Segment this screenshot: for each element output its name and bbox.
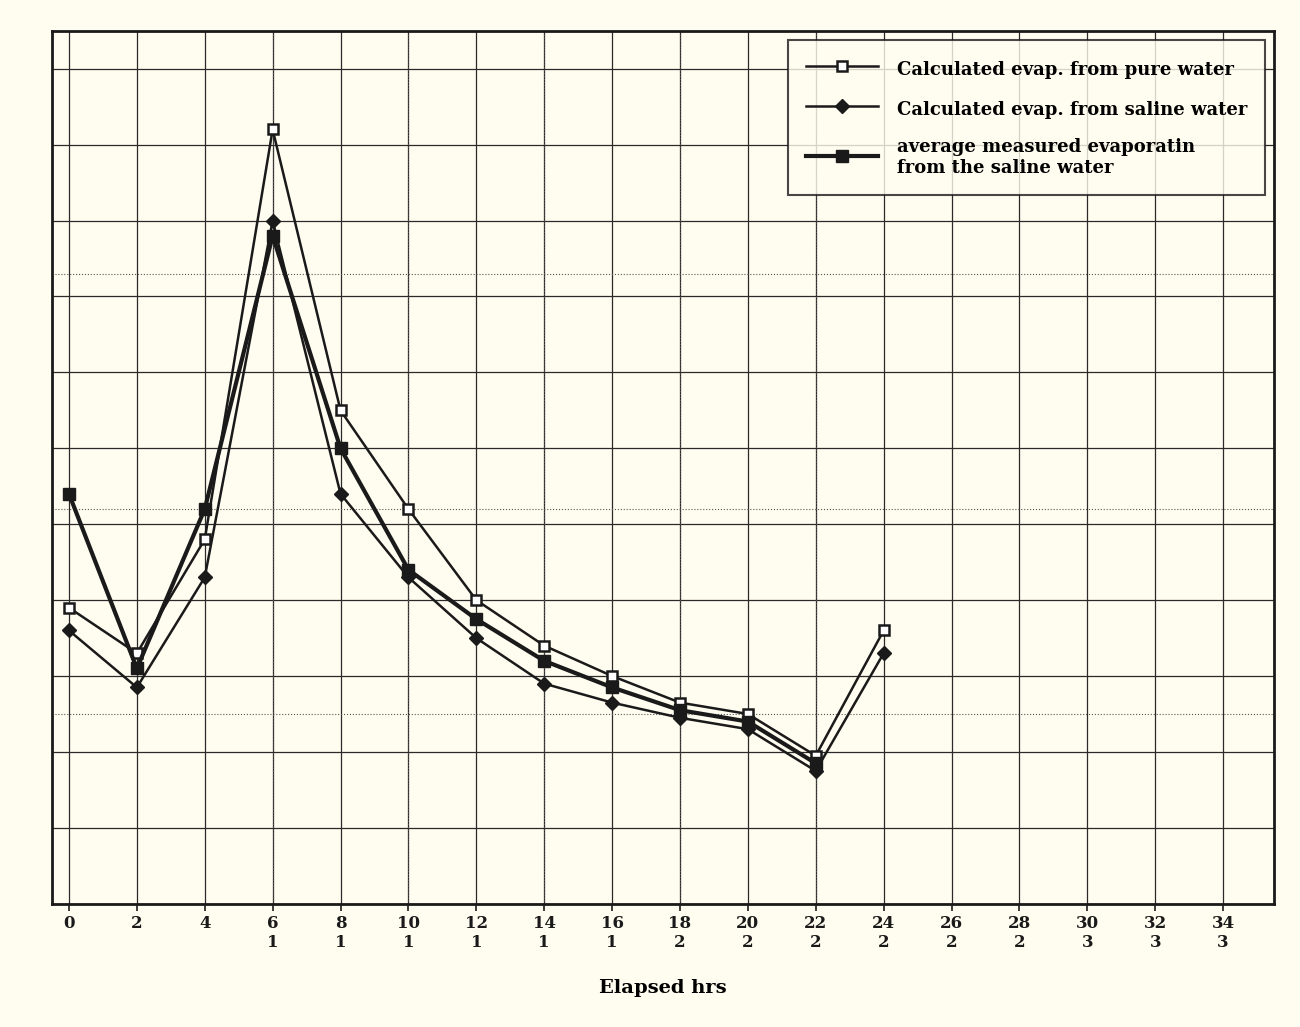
average measured evaporatin
from the saline water <box>604 681 620 693</box>
Line: average measured evaporatin
from the saline water: average measured evaporatin from the sal… <box>64 230 822 769</box>
average measured evaporatin
from the saline water <box>537 654 552 667</box>
Calculated evap. from pure water <box>400 503 416 516</box>
Line: Calculated evap. from saline water: Calculated evap. from saline water <box>64 216 888 775</box>
Calculated evap. from pure water <box>876 624 892 637</box>
average measured evaporatin
from the saline water <box>198 503 213 516</box>
Calculated evap. from saline water <box>537 678 552 690</box>
Calculated evap. from pure water <box>333 405 348 417</box>
Calculated evap. from saline water <box>400 571 416 583</box>
Calculated evap. from saline water <box>265 215 281 227</box>
Calculated evap. from saline water <box>876 647 892 659</box>
average measured evaporatin
from the saline water <box>61 488 77 500</box>
Calculated evap. from pure water <box>265 123 281 136</box>
Calculated evap. from saline water <box>129 681 144 693</box>
Calculated evap. from pure water <box>807 750 824 762</box>
average measured evaporatin
from the saline water <box>129 662 144 675</box>
average measured evaporatin
from the saline water <box>333 443 348 455</box>
Calculated evap. from saline water <box>604 696 620 709</box>
Calculated evap. from pure water <box>61 602 77 614</box>
average measured evaporatin
from the saline water <box>672 705 688 717</box>
Calculated evap. from saline water <box>807 765 824 777</box>
Calculated evap. from pure water <box>740 708 755 720</box>
Calculated evap. from saline water <box>740 723 755 735</box>
X-axis label: Elapsed hrs: Elapsed hrs <box>599 980 727 997</box>
Calculated evap. from pure water <box>129 647 144 659</box>
Calculated evap. from pure water <box>537 640 552 652</box>
average measured evaporatin
from the saline water <box>400 564 416 576</box>
average measured evaporatin
from the saline water <box>265 230 281 242</box>
Calculated evap. from pure water <box>672 696 688 709</box>
average measured evaporatin
from the saline water <box>468 613 484 625</box>
Calculated evap. from saline water <box>198 571 213 583</box>
Calculated evap. from saline water <box>61 624 77 637</box>
Calculated evap. from pure water <box>198 533 213 545</box>
Calculated evap. from pure water <box>604 670 620 682</box>
Line: Calculated evap. from pure water: Calculated evap. from pure water <box>64 124 888 761</box>
Legend: Calculated evap. from pure water, Calculated evap. from saline water, average me: Calculated evap. from pure water, Calcul… <box>788 40 1265 195</box>
Calculated evap. from saline water <box>672 712 688 724</box>
average measured evaporatin
from the saline water <box>740 716 755 728</box>
Calculated evap. from saline water <box>333 488 348 500</box>
Calculated evap. from saline water <box>468 632 484 644</box>
average measured evaporatin
from the saline water <box>807 757 824 769</box>
Calculated evap. from pure water <box>468 594 484 606</box>
